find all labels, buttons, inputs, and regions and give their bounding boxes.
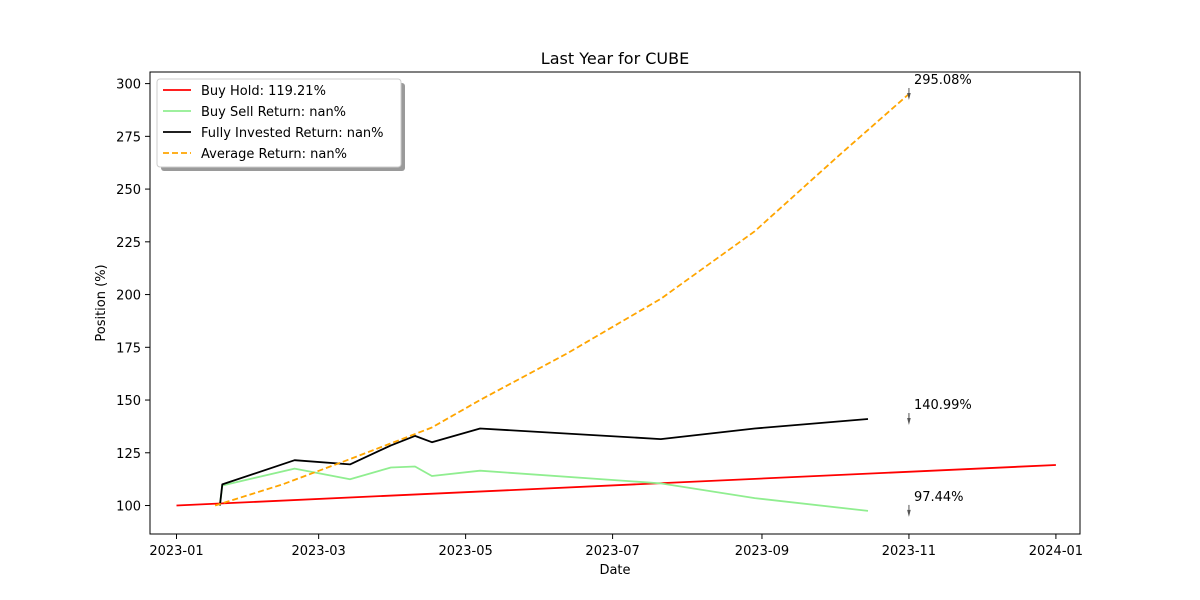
x-tick-label: 2023-09 bbox=[735, 544, 789, 559]
series-layer bbox=[176, 93, 1056, 512]
annotation-label: 140.99% bbox=[914, 398, 972, 413]
series-line-4 bbox=[214, 93, 910, 507]
chart-title: Last Year for CUBE bbox=[541, 49, 689, 68]
y-tick-label: 175 bbox=[116, 341, 141, 356]
x-tick-label: 2023-01 bbox=[149, 544, 203, 559]
legend-label: Average Return: nan% bbox=[201, 147, 347, 162]
legend-label: Buy Sell Return: nan% bbox=[201, 105, 346, 120]
annotation-arrow bbox=[907, 92, 911, 100]
y-tick-label: 275 bbox=[116, 130, 141, 145]
annotation-arrow bbox=[907, 509, 911, 517]
x-tick-label: 2023-07 bbox=[585, 544, 639, 559]
y-tick-label: 125 bbox=[116, 447, 141, 462]
annotation-layer: 295.08% 140.99% 97.44% bbox=[907, 73, 972, 517]
y-tick-label: 200 bbox=[116, 289, 141, 304]
x-tick-label: 2023-05 bbox=[438, 544, 492, 559]
series-line-2 bbox=[219, 465, 869, 512]
x-tick-label: 2023-11 bbox=[882, 544, 936, 559]
y-tick-label: 100 bbox=[116, 500, 141, 515]
y-tick-label: 250 bbox=[116, 183, 141, 198]
series-line-3 bbox=[219, 418, 869, 506]
series-line-1 bbox=[176, 464, 1056, 507]
y-tick-label: 225 bbox=[116, 236, 141, 251]
y-tick-label: 300 bbox=[116, 78, 141, 93]
y-axis: 100 125 150 175 200 225 250 275 300 bbox=[116, 78, 150, 515]
legend-label: Fully Invested Return: nan% bbox=[201, 126, 384, 141]
x-tick-label: 2024-01 bbox=[1029, 544, 1083, 559]
annotation-arrow bbox=[907, 418, 911, 426]
legend-box bbox=[156, 78, 402, 168]
legend-label: Buy Hold: 119.21% bbox=[201, 84, 326, 99]
x-tick-label: 2023-03 bbox=[291, 544, 345, 559]
y-tick-label: 150 bbox=[116, 394, 141, 409]
annotation-label: 295.08% bbox=[914, 73, 972, 88]
y-axis-label: Position (%) bbox=[94, 264, 109, 341]
x-axis: 2023-01 2023-03 2023-05 2023-07 2023-09 2023-… bbox=[149, 534, 1083, 559]
x-axis-label: Date bbox=[599, 563, 630, 578]
annotation-label: 97.44% bbox=[914, 490, 964, 505]
legend: Buy Hold: 119.21% Buy Sell Return: nan% Fu… bbox=[156, 78, 405, 171]
